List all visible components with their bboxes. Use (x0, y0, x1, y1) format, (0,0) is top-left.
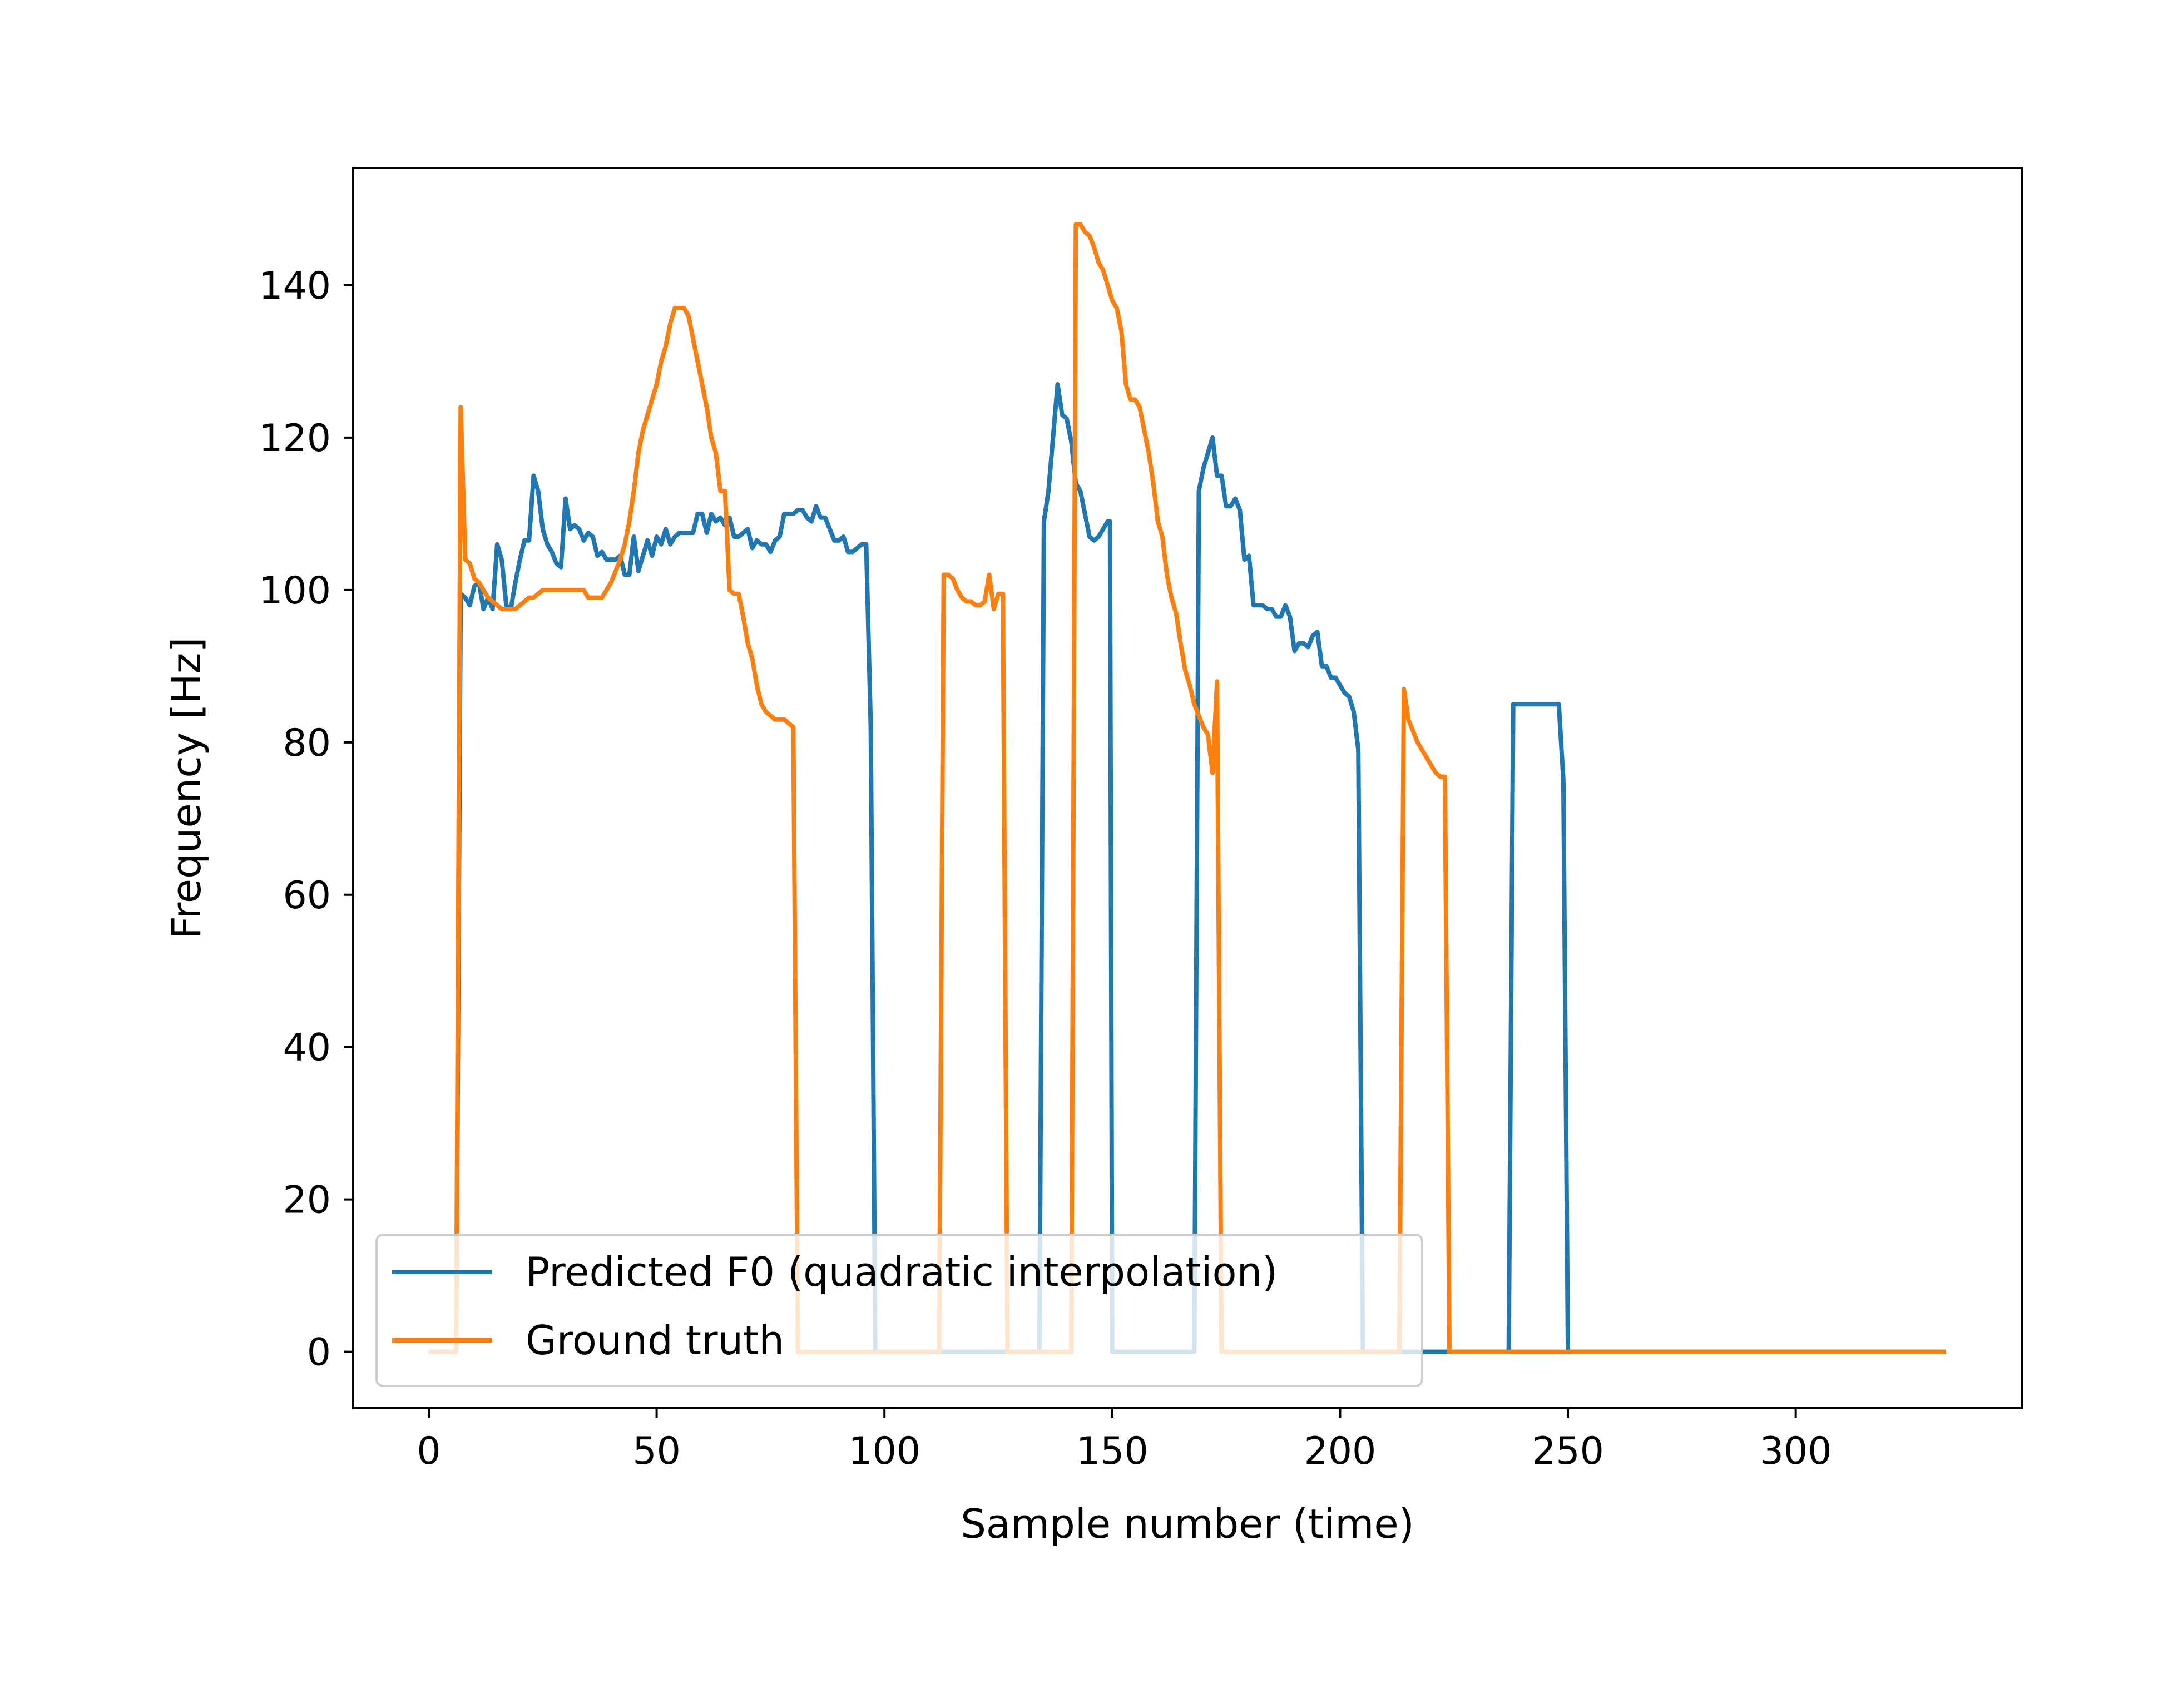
x-axis-label: Sample number (time) (961, 1501, 1414, 1547)
x-tick-label: 0 (417, 1429, 440, 1473)
x-tick-label: 200 (1304, 1429, 1377, 1473)
y-tick-label: 140 (259, 264, 331, 308)
y-tick-label: 100 (259, 569, 331, 613)
y-tick-label: 60 (283, 874, 331, 918)
plot-frame (352, 167, 2023, 1409)
y-tick-label: 80 (283, 721, 331, 765)
series-line-0 (429, 382, 1946, 1354)
legend: Predicted F0 (quadratic interpolation) G… (375, 1234, 1423, 1387)
series-layer (429, 222, 1946, 1354)
x-tick-label: 300 (1760, 1429, 1832, 1473)
y-tick-label: 120 (259, 417, 331, 461)
x-tick-label: 150 (1076, 1429, 1149, 1473)
y-axis-label: Frequency [Hz] (163, 637, 210, 939)
legend-label-predicted: Predicted F0 (quadratic interpolation) (526, 1249, 1278, 1295)
legend-box (375, 1234, 1423, 1387)
legend-label-ground-truth: Ground truth (526, 1317, 784, 1364)
y-axis: 0 20 40 60 80 100 120 140 (259, 264, 353, 1375)
y-tick-label: 40 (283, 1026, 331, 1070)
x-tick-label: 100 (848, 1429, 920, 1473)
x-tick-label: 250 (1532, 1429, 1604, 1473)
y-tick-label: 0 (307, 1331, 331, 1375)
y-tick-label: 20 (283, 1179, 331, 1222)
x-axis: 0 50 100 150 200 250 300 (417, 1408, 1832, 1473)
series-line-1 (429, 222, 1946, 1354)
x-tick-label: 50 (632, 1429, 681, 1473)
